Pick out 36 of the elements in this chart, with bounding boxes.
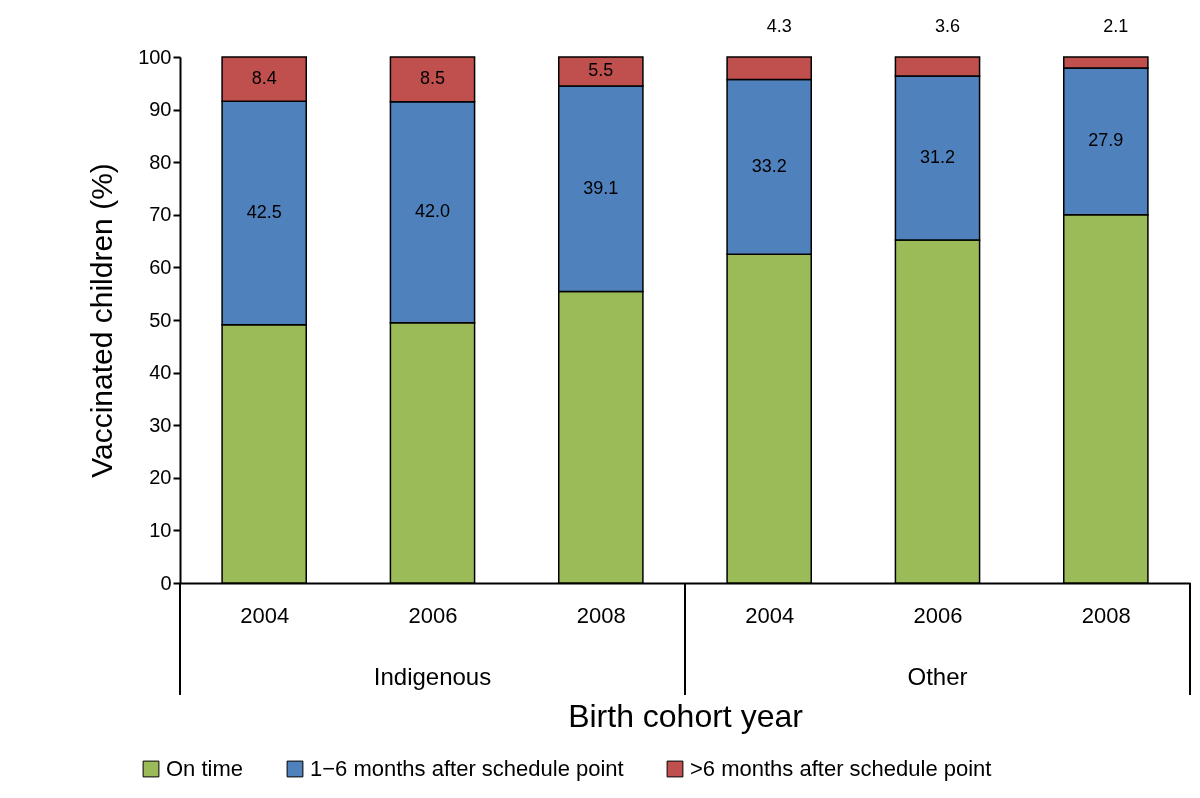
y-tick-label: 50 [149, 308, 172, 331]
data-label: 5.5 [588, 60, 614, 81]
data-label: 4.3 [766, 16, 792, 36]
x-tick-label: 2008 [1081, 602, 1131, 628]
y-axis-title: Vaccinated children (%) [85, 163, 119, 478]
data-label: 8.4 [251, 68, 277, 89]
y-tick-label: 100 [138, 45, 172, 68]
y-tick-label: 20 [149, 466, 172, 489]
data-label: 2.1 [1103, 16, 1129, 36]
legend-label: 1−6 months after schedule point [310, 756, 624, 781]
y-tick-label: 90 [149, 98, 172, 121]
data-label: 27.9 [1088, 130, 1124, 151]
y-tick-label: 30 [149, 413, 172, 436]
data-label: 8.5 [419, 68, 446, 89]
legend-label: On time [166, 756, 244, 781]
y-tick-label: 0 [160, 571, 172, 594]
legend-label: >6 months after schedule point [690, 756, 992, 781]
data-label: 3.6 [934, 16, 961, 36]
data-label: 31.2 [919, 146, 956, 167]
y-tick-label: 80 [149, 150, 172, 173]
data-label: 42.5 [246, 201, 282, 222]
y-tick-label: 40 [149, 361, 172, 384]
text: Other [907, 663, 968, 690]
x-tick-label: 2008 [576, 602, 626, 628]
x-tick-label: 2004 [240, 602, 290, 628]
x-tick-label: 2006 [913, 602, 963, 628]
y-tick-label: 70 [149, 203, 172, 226]
x-tick-label: 2006 [408, 602, 458, 628]
x-tick-label: 2004 [745, 602, 795, 628]
x-axis-title: Birth cohort year [568, 697, 804, 734]
y-tick-label: 10 [149, 518, 172, 541]
y-tick-label: 60 [149, 255, 172, 278]
data-label: 39.1 [583, 177, 619, 198]
data-label: 42.0 [414, 201, 451, 222]
text: Indigenous [373, 663, 492, 690]
data-label: 33.2 [751, 155, 787, 176]
